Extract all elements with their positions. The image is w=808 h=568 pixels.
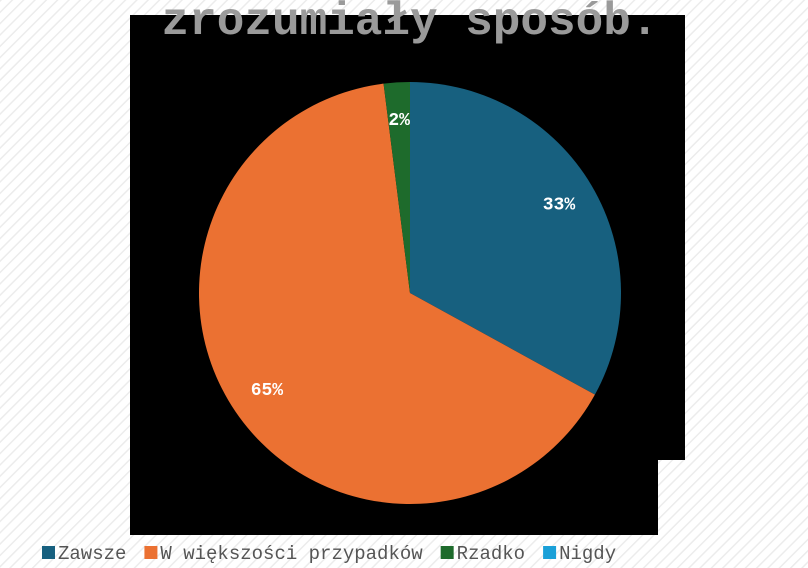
- data-label: 65%: [251, 381, 284, 401]
- pie: 33% 65% 2%: [198, 82, 621, 505]
- legend: Zawsze W większości przypadków Rzadko Nigdy: [42, 543, 616, 565]
- legend-swatch: [144, 546, 158, 559]
- pie-slice: [198, 83, 595, 505]
- data-label: 2%: [388, 111, 410, 131]
- legend-label: Nigdy: [559, 543, 616, 565]
- chart-title: zrozumiały sposób.: [162, 0, 659, 48]
- legend-label: W większości przypadków: [160, 543, 423, 565]
- pie-slice: [410, 82, 621, 395]
- legend-swatch: [543, 546, 557, 559]
- data-label: 33%: [543, 196, 576, 216]
- pie-slice: [383, 82, 410, 293]
- legend-label: Zawsze: [58, 543, 126, 565]
- legend-swatch: [42, 546, 55, 559]
- legend-swatch: [440, 546, 454, 559]
- legend-label: Rzadko: [457, 543, 525, 565]
